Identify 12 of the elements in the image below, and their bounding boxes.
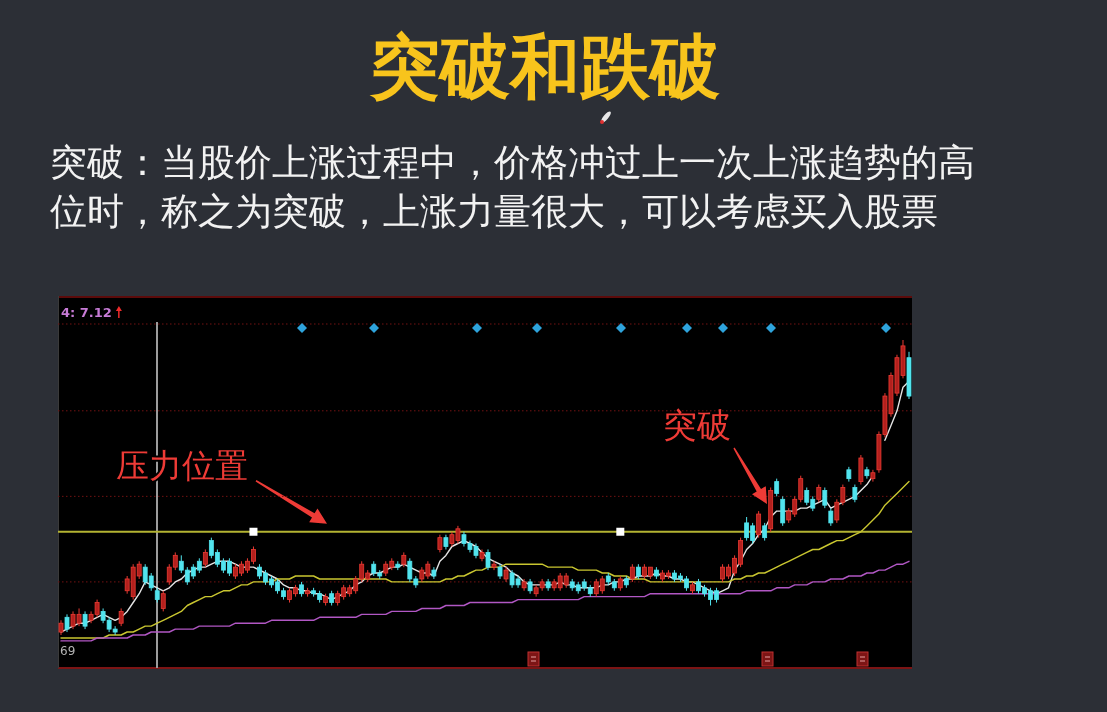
candlestick: [858, 454, 864, 486]
candlestick: [491, 560, 497, 571]
candlestick: [756, 510, 762, 539]
candlestick: [780, 495, 786, 527]
text: 69: [60, 644, 76, 658]
candlestick: [822, 487, 828, 509]
annotation: 突破: [663, 405, 731, 445]
chart-subtitle: 突破：当股价上涨过程中，价格冲过上一次上涨趋势的高位时，称之为突破，上涨力量很大，可以考虑买入股票: [50, 140, 976, 235]
chart-title: 突破和跌破: [369, 26, 720, 108]
text: 4: 7.12: [61, 305, 112, 320]
candlestick: [485, 548, 491, 571]
candlestick: [160, 590, 166, 612]
